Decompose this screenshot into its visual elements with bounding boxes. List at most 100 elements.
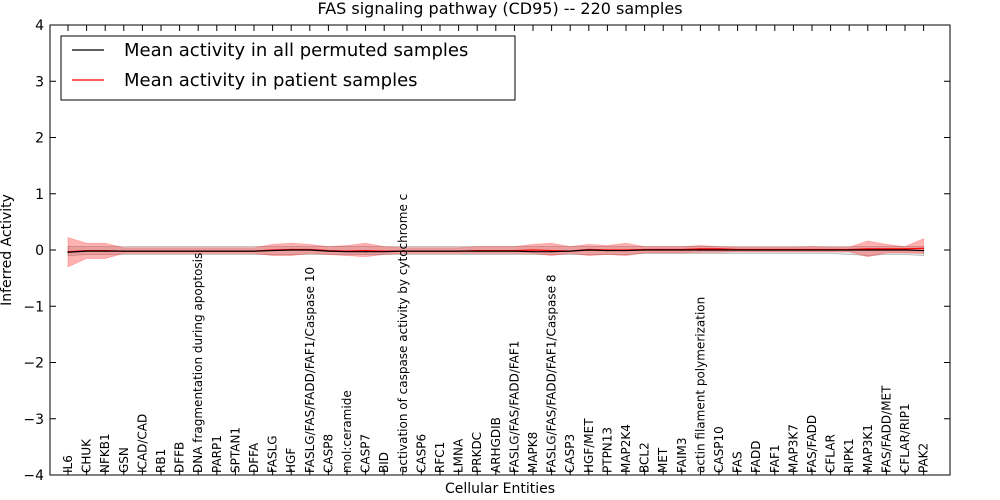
data-point-mean-activity-in-all-permuted-samples-14: [327, 250, 329, 252]
x-category-label: FAS/FADD: [805, 415, 819, 473]
data-point-mean-activity-in-patient-samples-26: [551, 249, 553, 252]
data-point-mean-activity-in-all-permuted-samples-15: [346, 251, 348, 253]
x-category-label: BCL2: [638, 442, 652, 473]
x-category-label: MAP3K1: [861, 424, 875, 473]
data-point-mean-activity-in-all-permuted-samples-39: [792, 249, 795, 251]
data-point-mean-activity-in-all-permuted-samples-30: [625, 249, 627, 252]
x-category-label: CASP3: [563, 434, 577, 473]
data-point-mean-activity-in-patient-samples-46: [923, 247, 925, 249]
x-category-label: SPTAN1: [228, 427, 242, 473]
legend-box: [60, 35, 516, 101]
data-point-mean-activity-in-all-permuted-samples-35: [718, 249, 720, 251]
x-category-label: FASLG/FAS/FADD/FAF1: [507, 341, 521, 473]
data-point-mean-activity-in-all-permuted-samples-18: [402, 250, 404, 252]
band-mean-activity-in-patient-samples: [67, 237, 924, 268]
data-point-mean-activity-in-all-permuted-samples-38: [774, 249, 776, 251]
x-category-label: CASP8: [321, 434, 335, 473]
data-point-mean-activity-in-all-permuted-samples-12: [290, 249, 292, 251]
x-category-label: MAP3K7: [786, 424, 800, 473]
y-tick-label: 2: [35, 131, 44, 147]
x-category-label: PRKDC: [470, 432, 484, 473]
x-category-label: RB1: [154, 449, 168, 473]
data-point-mean-activity-in-all-permuted-samples-32: [662, 249, 664, 251]
x-category-label: GSN: [117, 447, 131, 473]
x-category-label: FAIM3: [675, 437, 689, 473]
legend-label-patient: Mean activity in patient samples: [124, 70, 418, 91]
series-lines: [67, 247, 925, 253]
x-category-label: RFC1: [433, 442, 447, 473]
x-category-label: FADD: [749, 441, 763, 474]
x-category-label: HGF: [284, 448, 298, 473]
data-point-mean-activity-in-all-permuted-samples-45: [904, 249, 906, 251]
data-point-mean-activity-in-all-permuted-samples-29: [606, 249, 609, 252]
x-category-label: FASLG: [266, 435, 280, 473]
x-category-label: BID: [377, 452, 391, 473]
x-category-label: RIPK1: [842, 438, 856, 473]
data-point-mean-activity-in-patient-samples-44: [885, 248, 888, 250]
x-category-label: activation of caspase activity by cytoch…: [396, 194, 410, 473]
data-point-mean-activity-in-all-permuted-samples-9: [234, 250, 236, 252]
data-point-mean-activity-in-all-permuted-samples-31: [644, 249, 646, 251]
data-point-mean-activity-in-all-permuted-samples-13: [309, 249, 311, 251]
x-category-label: NFKB1: [98, 433, 112, 473]
data-point-mean-activity-in-all-permuted-samples-41: [830, 249, 832, 251]
data-point-mean-activity-in-patient-samples-16: [365, 249, 367, 252]
data-point-mean-activity-in-patient-samples-25: [532, 249, 534, 251]
x-category-label: mol:ceramide: [340, 390, 354, 473]
x-category-label: CHUK: [80, 438, 94, 473]
data-point-mean-activity-in-all-permuted-samples-4: [141, 250, 143, 252]
data-point-mean-activity-in-all-permuted-samples-7: [197, 250, 199, 252]
x-category-label: MET: [656, 447, 670, 473]
data-point-mean-activity-in-all-permuted-samples-20: [439, 250, 441, 252]
x-category-label: ARHGDIB: [489, 417, 503, 473]
x-axis-label: Cellular Entities: [445, 481, 555, 497]
data-point-mean-activity-in-all-permuted-samples-3: [123, 250, 125, 252]
y-tick-label: 3: [35, 74, 44, 90]
x-category-label: LMNA: [452, 438, 466, 473]
x-category-label: PARP1: [210, 435, 224, 473]
x-category-label: CASP6: [414, 434, 428, 473]
data-point-mean-activity-in-all-permuted-samples-6: [179, 250, 181, 252]
chart-title: FAS signaling pathway (CD95) -- 220 samp…: [317, 0, 682, 18]
data-point-mean-activity-in-all-permuted-samples-16: [365, 251, 367, 253]
x-category-label: HGF/MET: [582, 418, 596, 473]
y-tick-label: 1: [35, 187, 44, 203]
x-category-label: ICAD/CAD: [135, 414, 149, 473]
x-category-label: MAPK8: [526, 432, 540, 473]
x-category-label: FASLG/FAS/FADD/FAF1/Caspase 10: [303, 267, 317, 473]
x-category-label: PTPN13: [600, 427, 614, 473]
x-category-label: CFLAR: [824, 434, 838, 473]
data-point-mean-activity-in-all-permuted-samples-21: [458, 250, 460, 252]
data-point-mean-activity-in-all-permuted-samples-2: [104, 250, 106, 252]
data-point-mean-activity-in-all-permuted-samples-23: [495, 250, 497, 252]
y-tick-label: −4: [23, 468, 44, 484]
data-point-mean-activity-in-all-permuted-samples-27: [569, 250, 571, 252]
y-tick-label: −1: [23, 299, 44, 315]
data-point-mean-activity-in-all-permuted-samples-43: [867, 249, 869, 251]
data-point-mean-activity-in-all-permuted-samples-46: [923, 249, 925, 252]
x-category-label: DFFB: [173, 442, 187, 473]
x-category-label: DNA fragmentation during apoptosis: [191, 253, 205, 473]
x-category-label: DFFA: [247, 442, 261, 473]
x-category-label: PAK2: [917, 443, 931, 473]
data-point-mean-activity-in-patient-samples-45: [904, 248, 906, 250]
x-category-label: FASLG/FAS/FADD/FAF1/Caspase 8: [545, 275, 559, 474]
data-point-mean-activity-in-all-permuted-samples-28: [588, 249, 590, 251]
legend-label-permuted: Mean activity in all permuted samples: [124, 40, 468, 61]
data-point-mean-activity-in-patient-samples-34: [699, 248, 702, 250]
x-category-label: FAS: [731, 451, 745, 473]
data-point-mean-activity-in-all-permuted-samples-19: [420, 250, 422, 252]
x-category-label: FAS/FADD/MET: [879, 385, 893, 473]
data-point-mean-activity-in-all-permuted-samples-40: [811, 249, 813, 251]
data-point-mean-activity-in-patient-samples-43: [867, 248, 869, 250]
y-axis-label: Inferred Activity: [0, 194, 15, 306]
y-tick-label: −2: [23, 356, 44, 372]
data-point-mean-activity-in-all-permuted-samples-10: [253, 250, 255, 252]
data-point-mean-activity-in-all-permuted-samples-22: [476, 250, 478, 252]
x-category-label: CASP7: [359, 434, 373, 473]
data-point-mean-activity-in-all-permuted-samples-1: [86, 250, 88, 252]
data-point-mean-activity-in-all-permuted-samples-44: [885, 249, 888, 251]
data-point-mean-activity-in-all-permuted-samples-37: [755, 249, 757, 251]
data-point-mean-activity-in-all-permuted-samples-0: [67, 251, 69, 253]
